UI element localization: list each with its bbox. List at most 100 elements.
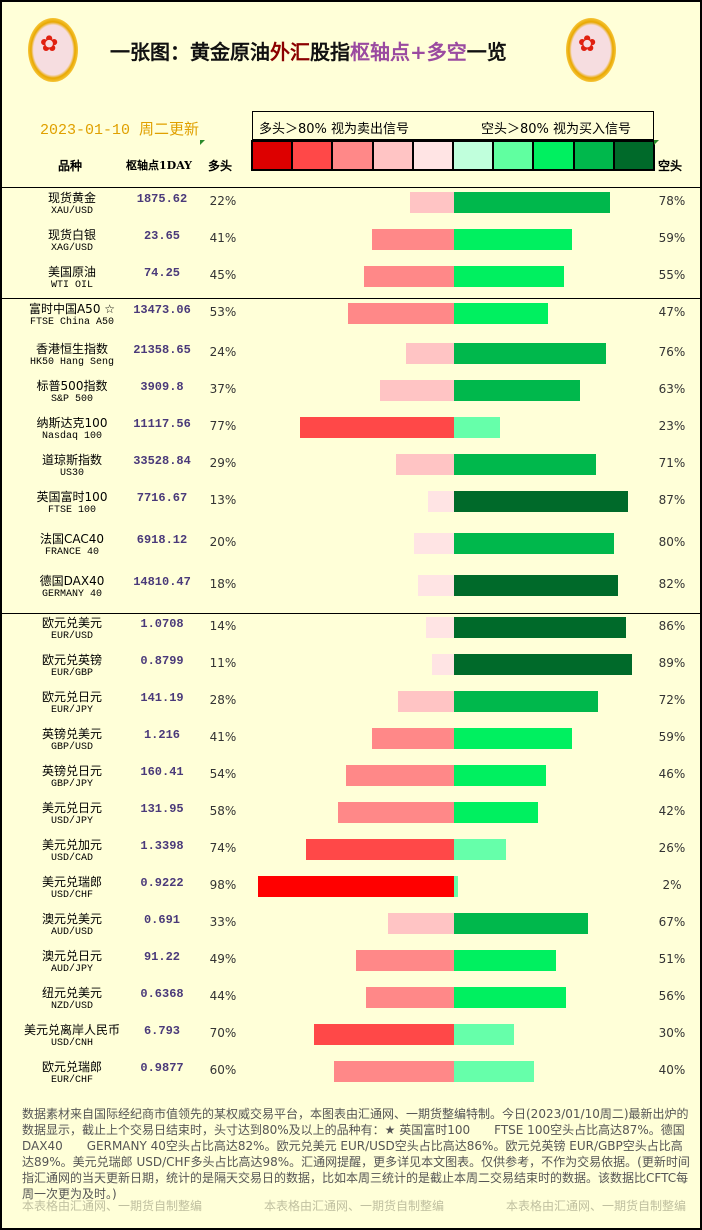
instrument-code: USD/CHF [50, 890, 93, 901]
long-bar [306, 839, 454, 860]
long-percent: 60% [209, 1063, 237, 1077]
instrument-name: 法国CAC40 FRANCE 40 [2, 532, 142, 560]
instrument-name: 美元兑日元 USD/JPY [2, 801, 142, 829]
color-swatch [614, 142, 654, 169]
long-percent: 20% [209, 535, 237, 549]
short-bar [454, 950, 556, 971]
instrument-cn: 欧元兑英镑 [41, 653, 102, 667]
long-percent: 29% [209, 456, 237, 470]
pivot-value: 0.6368 [140, 987, 184, 1001]
short-bar [454, 303, 548, 324]
long-percent: 70% [209, 1026, 237, 1040]
short-bar [454, 454, 596, 475]
long-percent: 44% [209, 989, 237, 1003]
instrument-name: 现货黄金 XAU/USD [2, 191, 142, 219]
long-bar [356, 950, 454, 971]
pivot-value: 0.691 [143, 913, 180, 927]
pivot-value: 74.25 [143, 266, 180, 280]
long-bar [418, 575, 454, 596]
short-bar [454, 266, 564, 287]
instrument-name: 道琼斯指数 US30 [2, 453, 142, 481]
instrument-code: GERMANY 40 [41, 589, 102, 600]
pivot-value: 33528.84 [133, 454, 191, 468]
footer-note: 数据素材来自国际经纪商市值领先的某权威交易平台，本图表由汇通网、一期货整编特制。… [22, 1107, 690, 1201]
instrument-name: 现货白银 XAG/USD [2, 228, 142, 256]
long-percent: 49% [209, 952, 237, 966]
pivot-value: 14810.47 [133, 575, 191, 589]
instrument-code: GBP/USD [50, 742, 93, 753]
short-percent: 56% [658, 989, 686, 1003]
credit-text: 本表格由汇通网、一期货自制整编 [506, 1199, 687, 1213]
instrument-code: NZD/USD [50, 1001, 93, 1012]
instrument-code: S&P 500 [50, 394, 93, 405]
pivot-value: 6.793 [143, 1024, 180, 1038]
short-bar [454, 491, 628, 512]
pivot-value: 131.95 [140, 802, 184, 816]
instrument-cn: 美国原油 [47, 265, 96, 279]
long-percent: 54% [209, 767, 237, 781]
pivot-value: 7716.67 [136, 491, 188, 505]
instrument-name: 美元兑离岸人民币 USD/CNH [2, 1023, 142, 1051]
divider [2, 613, 700, 614]
long-percent: 13% [209, 493, 237, 507]
instrument-code: HK50 Hang Seng [29, 357, 114, 368]
short-percent: 51% [658, 952, 686, 966]
short-bar [454, 533, 614, 554]
pivot-value: 0.9877 [140, 1061, 184, 1075]
long-bar [258, 876, 454, 897]
instrument-code: AUD/USD [50, 927, 93, 938]
short-bar [454, 192, 610, 213]
short-percent: 82% [658, 577, 686, 591]
long-percent: 77% [209, 419, 237, 433]
long-bar [372, 728, 454, 749]
pivot-value: 6918.12 [136, 533, 188, 547]
short-percent: 55% [658, 268, 686, 282]
instrument-cn: 现货黄金 [47, 191, 96, 205]
long-bar [414, 533, 454, 554]
short-bar [454, 1024, 514, 1045]
long-bar [348, 303, 454, 324]
color-swatch [333, 142, 374, 169]
short-percent: 67% [658, 915, 686, 929]
short-percent: 23% [658, 419, 686, 433]
instrument-name: 美元兑加元 USD/CAD [2, 838, 142, 866]
long-percent: 53% [209, 305, 237, 319]
long-bar [364, 266, 454, 287]
pivot-value: 21358.65 [133, 343, 191, 357]
instrument-cn: 欧元兑美元 [41, 616, 102, 630]
instrument-name: 标普500指数 S&P 500 [2, 379, 142, 407]
legend: 多头＞80% 视为卖出信号 空头＞80% 视为买入信号 [252, 111, 654, 140]
column-header-long: 多头 [208, 159, 233, 173]
instrument-code: USD/CAD [50, 853, 93, 864]
pivot-value: 23.65 [143, 229, 180, 243]
short-percent: 30% [658, 1026, 686, 1040]
short-percent: 46% [658, 767, 686, 781]
long-bar [338, 802, 454, 823]
pivot-value: 1.216 [143, 728, 180, 742]
instrument-cn: 美元兑瑞郎 [41, 875, 102, 889]
long-percent: 22% [209, 194, 237, 208]
credit-text: 本表格由汇通网、一期货自制整编 [22, 1199, 203, 1213]
long-bar [380, 380, 454, 401]
pivot-value: 160.41 [140, 765, 184, 779]
instrument-code: WTI OIL [50, 280, 93, 291]
long-percent: 11% [209, 656, 237, 670]
short-bar [454, 913, 588, 934]
instrument-name: 欧元兑瑞郎 EUR/CHF [2, 1060, 142, 1088]
credit-text: 本表格由汇通网、一期货自制整编 [264, 1199, 445, 1213]
color-swatch [534, 142, 575, 169]
color-swatch [293, 142, 334, 169]
long-bar [396, 454, 454, 475]
instrument-code: EUR/CHF [50, 1075, 93, 1086]
short-percent: 76% [658, 345, 686, 359]
instrument-code: USD/CNH [50, 1038, 93, 1049]
instrument-cn: 法国CAC40 [39, 532, 105, 546]
pivot-value: 1875.62 [136, 192, 188, 206]
instrument-cn: 美元兑日元 [41, 801, 102, 815]
instrument-cn: 香港恒生指数 [35, 342, 108, 356]
instrument-name: 富时中国A50 ☆ FTSE China A50 [2, 302, 142, 330]
instrument-code: USD/JPY [50, 816, 93, 827]
long-bar [432, 654, 454, 675]
long-percent: 45% [209, 268, 237, 282]
update-date: 2023-01-10 周二更新 [40, 122, 200, 139]
